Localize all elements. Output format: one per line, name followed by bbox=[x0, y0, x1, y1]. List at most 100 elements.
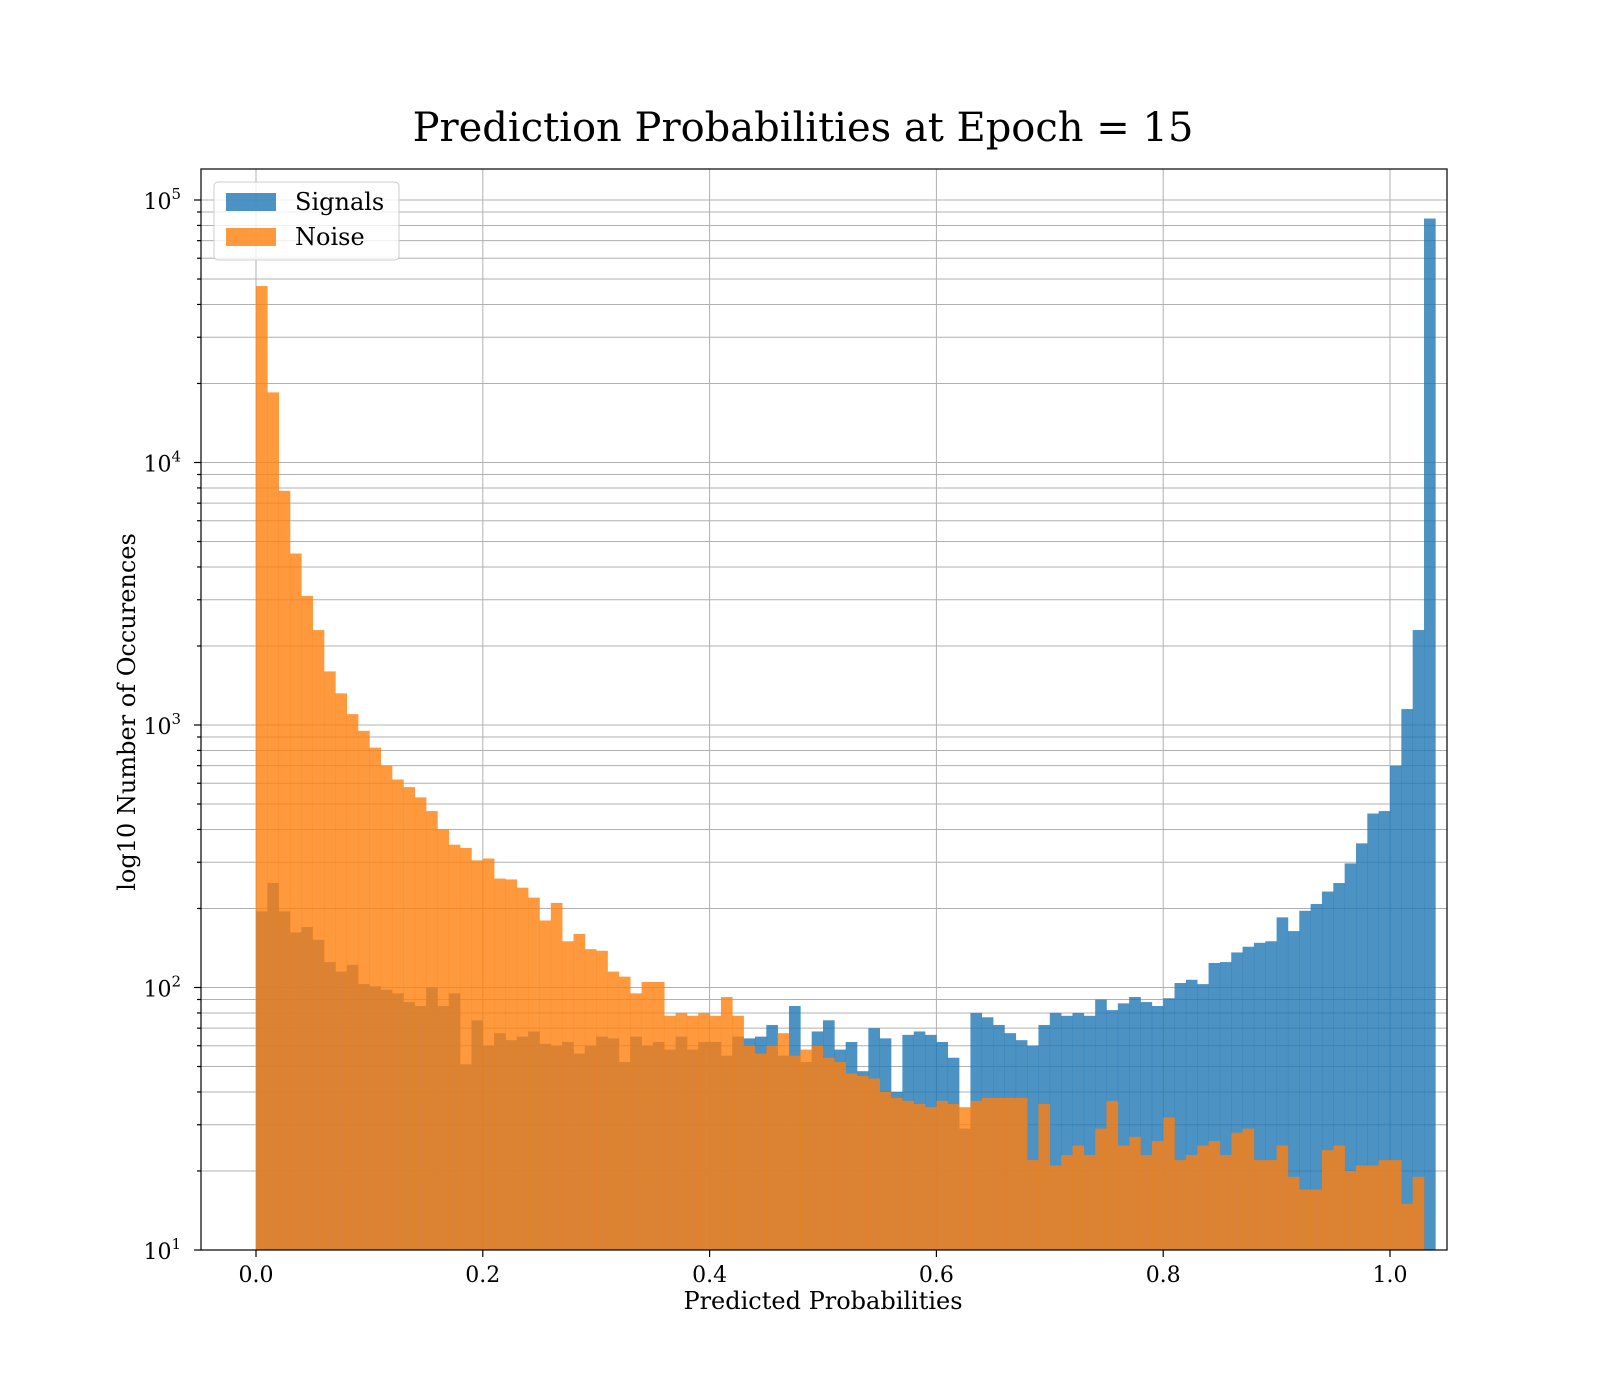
bar-noise bbox=[550, 902, 563, 1250]
bar-noise bbox=[392, 779, 404, 1250]
bar-noise bbox=[732, 1015, 744, 1250]
legend-label-signals: Signals bbox=[295, 188, 384, 216]
bar-noise bbox=[891, 1097, 903, 1250]
bar-signals bbox=[1424, 218, 1436, 1250]
bar-noise bbox=[1061, 1155, 1073, 1250]
bar-noise bbox=[335, 693, 348, 1250]
bar-noise bbox=[460, 847, 472, 1250]
bar-noise bbox=[641, 981, 654, 1250]
bar-noise bbox=[834, 1062, 846, 1250]
bar-noise bbox=[1412, 1176, 1425, 1250]
bar-noise bbox=[1163, 1117, 1175, 1250]
bar-noise bbox=[562, 941, 574, 1250]
bar-signals bbox=[1208, 962, 1221, 1250]
bar-signals bbox=[1276, 917, 1289, 1250]
bar-noise bbox=[1129, 1136, 1141, 1250]
bar-signals bbox=[1310, 904, 1323, 1250]
bar-noise bbox=[1083, 1155, 1096, 1250]
bar-noise bbox=[596, 950, 608, 1250]
bar-noise bbox=[1276, 1145, 1289, 1250]
bar-signals bbox=[1151, 1006, 1164, 1250]
bar-noise bbox=[1174, 1160, 1187, 1250]
bar-noise bbox=[1265, 1160, 1277, 1250]
bar-noise bbox=[879, 1091, 892, 1250]
bar-noise bbox=[426, 811, 438, 1250]
bar-noise bbox=[925, 1107, 937, 1250]
bar-noise bbox=[1038, 1103, 1051, 1250]
x-tick-label: 1.0 bbox=[1373, 1263, 1408, 1288]
bar-noise bbox=[868, 1078, 880, 1250]
bar-noise bbox=[947, 1103, 960, 1250]
bar-noise bbox=[1197, 1145, 1209, 1250]
bar-noise bbox=[800, 1049, 812, 1250]
bar-signals bbox=[1401, 709, 1413, 1250]
x-axis-ticks: 0.0 0.2 0.4 0.6 0.8 1.0 bbox=[239, 1250, 1408, 1288]
bar-signals bbox=[1197, 984, 1209, 1250]
bar-noise bbox=[1253, 1160, 1266, 1250]
bar-noise bbox=[1310, 1189, 1323, 1250]
bar-noise bbox=[1287, 1176, 1300, 1250]
bar-signals bbox=[1219, 962, 1232, 1250]
series-noise bbox=[256, 286, 1425, 1250]
bar-noise bbox=[1299, 1189, 1311, 1250]
bar-noise bbox=[324, 671, 336, 1250]
x-tick-label: 0.2 bbox=[465, 1263, 500, 1288]
y-axis-label: log10 Number of Occurences bbox=[113, 533, 141, 891]
bar-noise bbox=[1242, 1128, 1255, 1250]
bar-noise bbox=[1401, 1203, 1413, 1250]
x-tick-label: 0.6 bbox=[919, 1263, 954, 1288]
bar-noise bbox=[1049, 1165, 1062, 1250]
bar-signals bbox=[1265, 941, 1277, 1250]
bar-signals bbox=[1378, 811, 1391, 1250]
bar-noise bbox=[301, 596, 313, 1250]
bar-signals bbox=[1321, 891, 1334, 1250]
bar-noise bbox=[1140, 1155, 1153, 1250]
bar-noise bbox=[448, 844, 461, 1250]
bar-noise bbox=[1219, 1155, 1232, 1250]
bar-noise bbox=[1095, 1128, 1107, 1250]
bar-signals bbox=[1117, 1003, 1130, 1250]
bar-signals bbox=[1174, 983, 1187, 1250]
bar-noise bbox=[369, 747, 382, 1250]
bar-signals bbox=[1061, 1015, 1073, 1250]
bar-noise bbox=[743, 1045, 756, 1250]
bar-signals bbox=[1129, 997, 1141, 1250]
bar-noise bbox=[1004, 1097, 1017, 1250]
bar-noise bbox=[516, 887, 529, 1250]
bar-noise bbox=[788, 1055, 801, 1250]
x-tick-label: 0.0 bbox=[239, 1263, 274, 1288]
bar-noise bbox=[1072, 1145, 1085, 1250]
bar-noise bbox=[993, 1097, 1005, 1250]
bar-noise bbox=[811, 1045, 824, 1250]
bar-noise bbox=[981, 1097, 994, 1250]
bar-noise bbox=[959, 1107, 971, 1250]
bar-noise bbox=[528, 897, 540, 1250]
bar-noise bbox=[1027, 1160, 1039, 1250]
bar-noise bbox=[857, 1076, 869, 1250]
bar-noise bbox=[970, 1100, 983, 1250]
bar-noise bbox=[494, 878, 506, 1250]
bar-noise bbox=[1333, 1145, 1345, 1250]
x-tick-label: 0.4 bbox=[692, 1263, 727, 1288]
bar-noise bbox=[664, 1015, 676, 1250]
bar-noise bbox=[652, 981, 665, 1250]
bar-signals bbox=[1367, 813, 1379, 1250]
bar-noise bbox=[482, 858, 495, 1250]
bar-signals bbox=[1049, 1012, 1062, 1250]
bar-noise bbox=[618, 976, 631, 1250]
bar-signals bbox=[1390, 765, 1402, 1250]
bar-noise bbox=[1355, 1165, 1368, 1250]
bar-noise bbox=[823, 1057, 835, 1250]
bar-signals bbox=[1287, 931, 1300, 1250]
bar-signals bbox=[1140, 1002, 1153, 1250]
legend-swatch-signals bbox=[226, 193, 276, 211]
bar-signals bbox=[1412, 630, 1425, 1250]
bar-signals bbox=[1185, 979, 1198, 1250]
bar-signals bbox=[1231, 952, 1243, 1250]
bar-signals bbox=[1253, 942, 1266, 1250]
bar-signals bbox=[1333, 883, 1345, 1250]
bar-noise bbox=[358, 730, 370, 1250]
bar-noise bbox=[698, 1012, 710, 1250]
bar-noise bbox=[1185, 1155, 1198, 1250]
